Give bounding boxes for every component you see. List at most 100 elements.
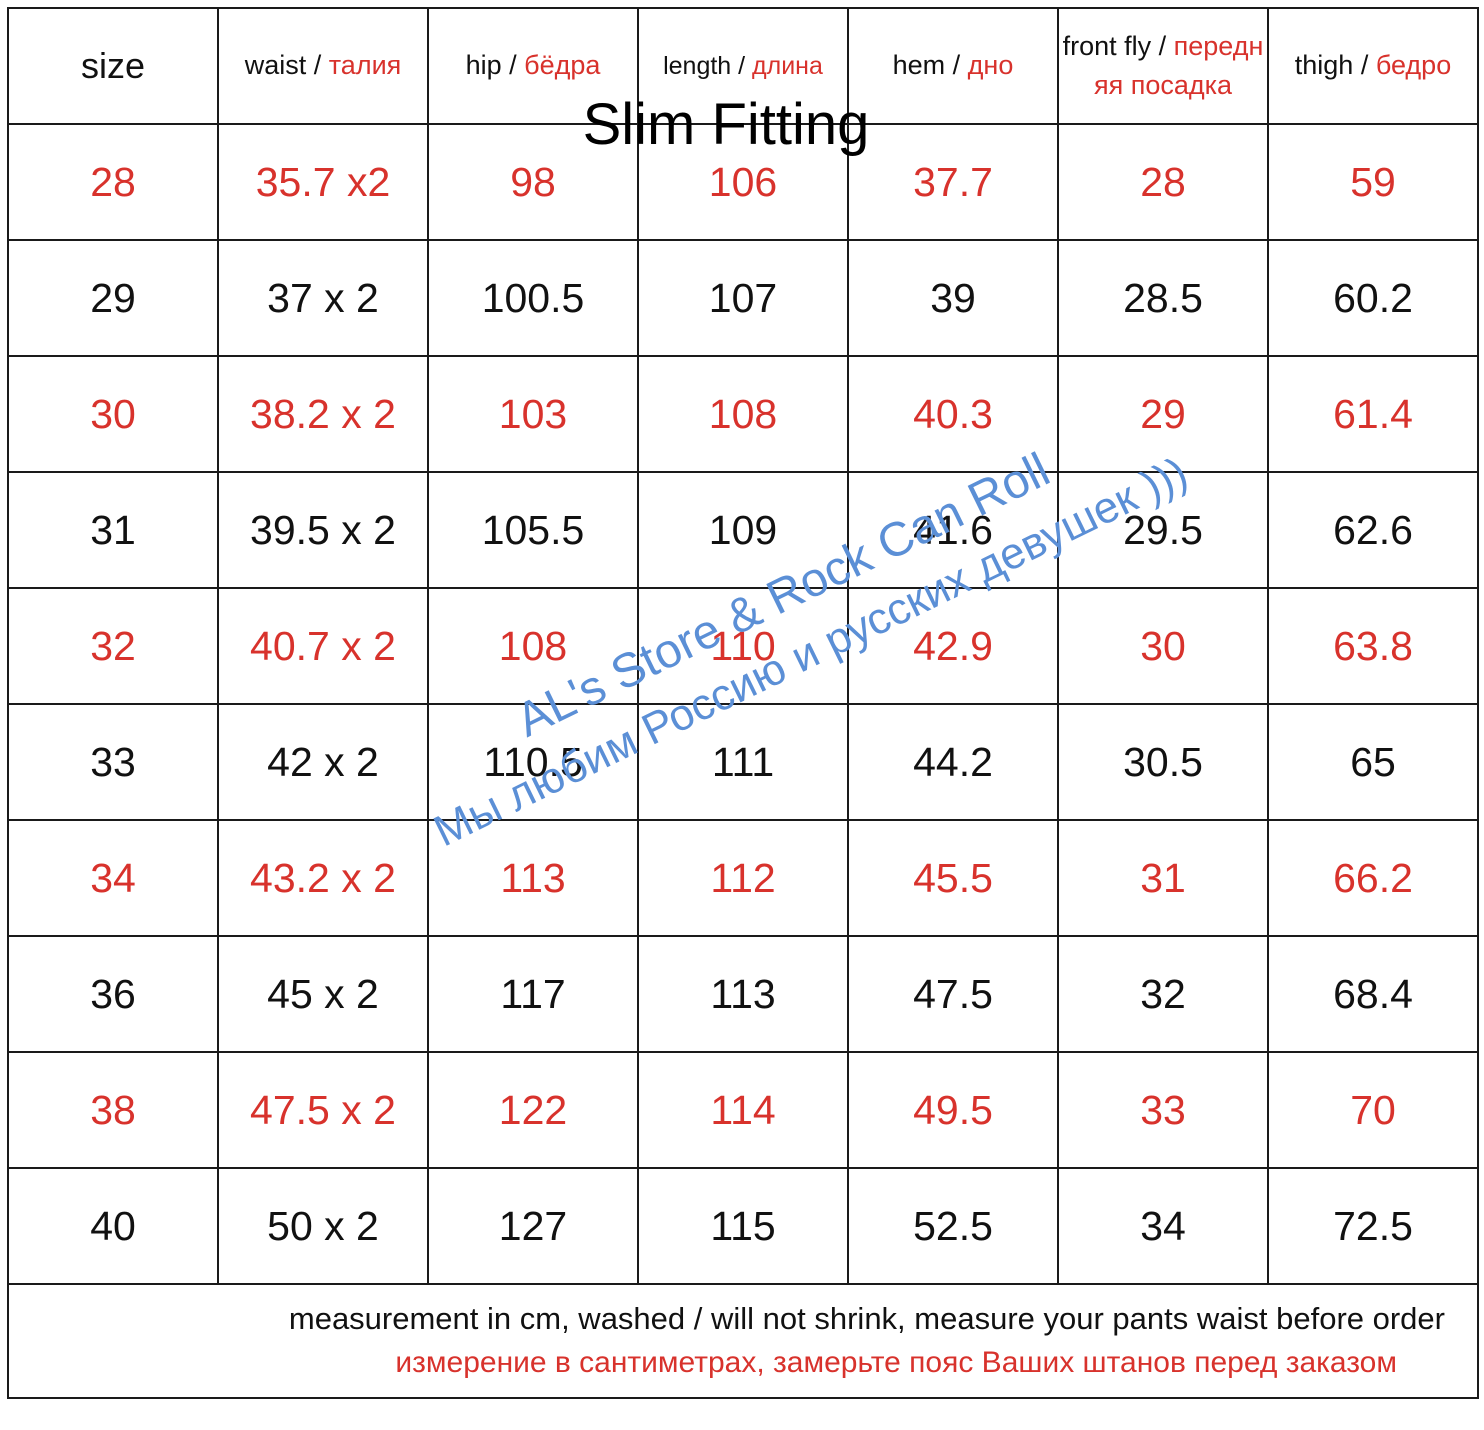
hip-cell: 113 — [427, 819, 639, 937]
size-chart-table: size waist / талия hip / бёдра length / … — [7, 7, 1479, 1399]
header-label-en: waist — [244, 50, 307, 81]
hip-cell: 108 — [427, 587, 639, 705]
table-row: 40 50 x 2 127 115 52.5 34 72.5 — [7, 1167, 1479, 1285]
table-row: 29 37 x 2 100.5 107 39 28.5 60.2 — [7, 239, 1479, 357]
front-fly-cell: 30 — [1057, 587, 1269, 705]
hem-cell: 37.7 — [847, 123, 1059, 241]
header-label-en: length — [663, 51, 732, 80]
header-separator: / — [1353, 50, 1376, 81]
size-cell: 31 — [7, 471, 219, 589]
note-cell: measurement in cm, washed / will not shr… — [7, 1283, 1479, 1399]
header-cell-length: length / длина — [637, 7, 849, 125]
waist-cell: 35.7 x2 — [217, 123, 429, 241]
thigh-cell: 68.4 — [1267, 935, 1479, 1053]
hip-cell: 103 — [427, 355, 639, 473]
table-row: 28 35.7 x2 98 106 37.7 28 59 — [7, 123, 1479, 241]
size-cell: 38 — [7, 1051, 219, 1169]
front-fly-cell: 29.5 — [1057, 471, 1269, 589]
waist-cell: 45 x 2 — [217, 935, 429, 1053]
length-cell: 108 — [637, 355, 849, 473]
header-label-ru: бедро — [1375, 50, 1452, 81]
length-cell: 107 — [637, 239, 849, 357]
size-cell: 32 — [7, 587, 219, 705]
waist-cell: 50 x 2 — [217, 1167, 429, 1285]
header-label-en: hem — [892, 50, 946, 81]
table-row: 31 39.5 x 2 105.5 109 41.6 29.5 62.6 — [7, 471, 1479, 589]
length-cell: 110 — [637, 587, 849, 705]
front-fly-cell: 34 — [1057, 1167, 1269, 1285]
waist-cell: 43.2 x 2 — [217, 819, 429, 937]
header-label-ru: передняя посадка — [1093, 30, 1264, 100]
note-russian: измерение в сантиметрах, замерьте пояс В… — [395, 1346, 1397, 1379]
thigh-cell: 61.4 — [1267, 355, 1479, 473]
waist-cell: 37 x 2 — [217, 239, 429, 357]
front-fly-cell: 33 — [1057, 1051, 1269, 1169]
front-fly-cell: 28 — [1057, 123, 1269, 241]
waist-cell: 39.5 x 2 — [217, 471, 429, 589]
note-row: measurement in cm, washed / will not shr… — [7, 1283, 1479, 1399]
thigh-cell: 62.6 — [1267, 471, 1479, 589]
thigh-cell: 66.2 — [1267, 819, 1479, 937]
length-cell: 115 — [637, 1167, 849, 1285]
waist-cell: 40.7 x 2 — [217, 587, 429, 705]
header-label-en: thigh — [1294, 50, 1354, 81]
header-label-ru: длина — [752, 51, 823, 80]
length-cell: 114 — [637, 1051, 849, 1169]
length-cell: 113 — [637, 935, 849, 1053]
hem-cell: 49.5 — [847, 1051, 1059, 1169]
waist-cell: 38.2 x 2 — [217, 355, 429, 473]
thigh-cell: 72.5 — [1267, 1167, 1479, 1285]
hem-cell: 40.3 — [847, 355, 1059, 473]
header-label-en: size — [80, 44, 146, 86]
header-separator: / — [501, 50, 525, 81]
header-label-ru: дно — [967, 50, 1014, 81]
thigh-cell: 65 — [1267, 703, 1479, 821]
chart-title: Slim Fitting — [582, 92, 870, 157]
table-row: 34 43.2 x 2 113 112 45.5 31 66.2 — [7, 819, 1479, 937]
front-fly-cell: 30.5 — [1057, 703, 1269, 821]
hem-cell: 52.5 — [847, 1167, 1059, 1285]
thigh-cell: 63.8 — [1267, 587, 1479, 705]
header-cell-front-fly: front fly / передняя посадка — [1057, 7, 1269, 125]
hem-cell: 42.9 — [847, 587, 1059, 705]
hem-cell: 44.2 — [847, 703, 1059, 821]
hem-cell: 39 — [847, 239, 1059, 357]
hem-cell: 47.5 — [847, 935, 1059, 1053]
hip-cell: 122 — [427, 1051, 639, 1169]
hip-cell: 98 — [427, 123, 639, 241]
hem-cell: 45.5 — [847, 819, 1059, 937]
hip-cell: 127 — [427, 1167, 639, 1285]
hip-cell: 100.5 — [427, 239, 639, 357]
waist-cell: 42 x 2 — [217, 703, 429, 821]
size-cell: 40 — [7, 1167, 219, 1285]
hip-cell: 105.5 — [427, 471, 639, 589]
table-row: 32 40.7 x 2 108 110 42.9 30 63.8 — [7, 587, 1479, 705]
header-cell-hem: hem / дно — [847, 7, 1059, 125]
header-label-ru: талия — [328, 50, 402, 81]
hem-cell: 41.6 — [847, 471, 1059, 589]
length-cell: 109 — [637, 471, 849, 589]
header-cell-size: size — [7, 7, 219, 125]
hip-cell: 110.5 — [427, 703, 639, 821]
front-fly-cell: 28.5 — [1057, 239, 1269, 357]
size-cell: 33 — [7, 703, 219, 821]
header-row: size waist / талия hip / бёдра length / … — [7, 7, 1479, 125]
length-cell: 111 — [637, 703, 849, 821]
size-cell: 29 — [7, 239, 219, 357]
size-cell: 28 — [7, 123, 219, 241]
header-separator: / — [731, 51, 753, 80]
hip-cell: 117 — [427, 935, 639, 1053]
length-cell: 112 — [637, 819, 849, 937]
size-cell: 34 — [7, 819, 219, 937]
size-cell: 36 — [7, 935, 219, 1053]
header-separator: / — [1151, 30, 1174, 61]
thigh-cell: 70 — [1267, 1051, 1479, 1169]
front-fly-cell: 32 — [1057, 935, 1269, 1053]
header-label-en: front fly — [1062, 30, 1152, 61]
header-label-en: hip — [465, 50, 502, 81]
length-cell: 106 — [637, 123, 849, 241]
header-cell-thigh: thigh / бедро — [1267, 7, 1479, 125]
table-row: 38 47.5 x 2 122 114 49.5 33 70 — [7, 1051, 1479, 1169]
front-fly-cell: 29 — [1057, 355, 1269, 473]
table-row: 33 42 x 2 110.5 111 44.2 30.5 65 — [7, 703, 1479, 821]
